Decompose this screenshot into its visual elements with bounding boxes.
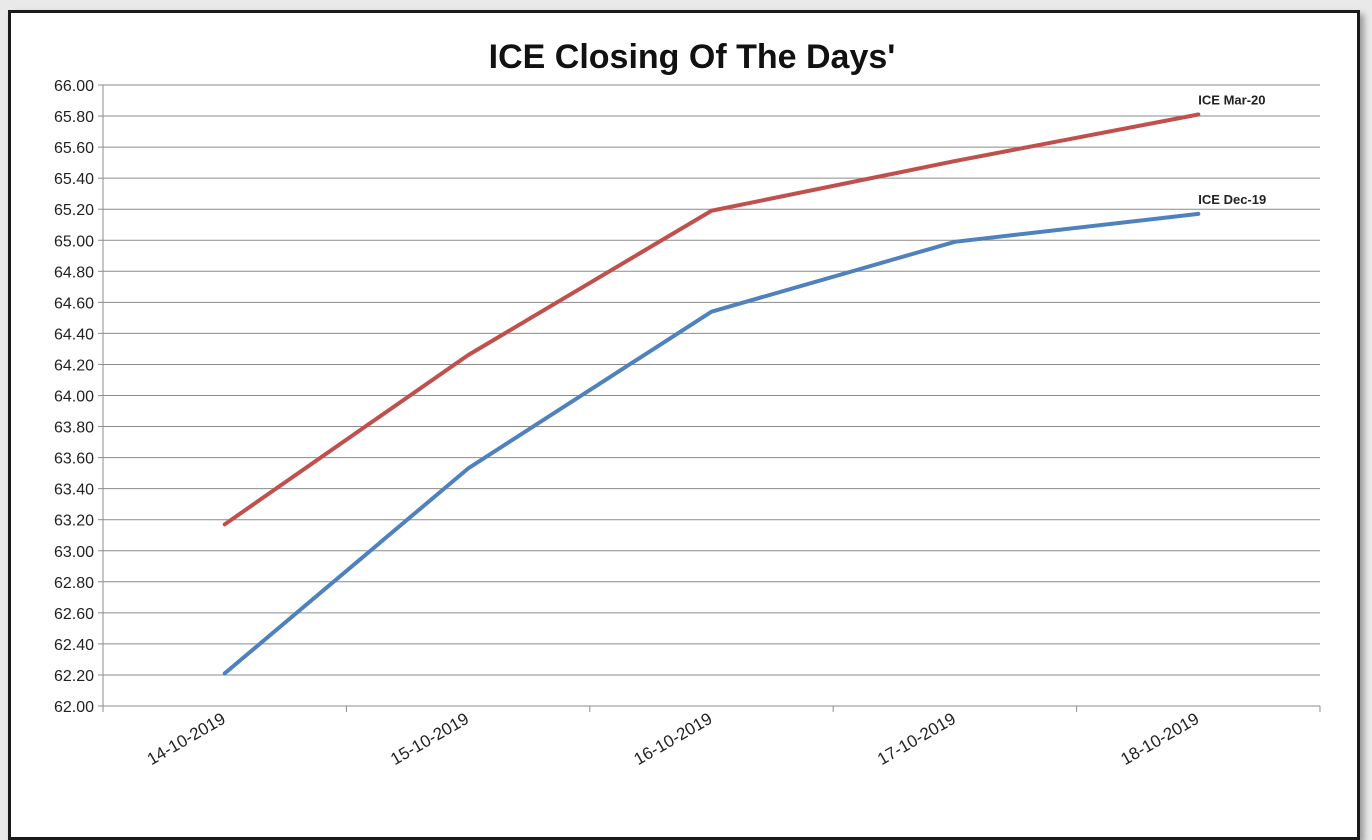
y-tick-label: 64.80 <box>54 264 94 281</box>
y-tick-label: 62.00 <box>54 699 94 716</box>
x-tick-label: 18-10-2019 <box>1117 709 1202 769</box>
y-tick-label: 66.00 <box>54 78 94 95</box>
x-tick-label: 14-10-2019 <box>144 709 229 769</box>
series-line <box>222 112 1201 527</box>
y-tick-label: 64.20 <box>54 357 94 374</box>
y-tick-label: 65.00 <box>54 233 94 250</box>
y-tick-label: 65.20 <box>54 202 94 219</box>
series-line <box>222 211 1201 676</box>
x-tick-label: 15-10-2019 <box>387 709 472 769</box>
chart-area <box>8 10 1360 840</box>
y-tick-label: 65.40 <box>54 171 94 188</box>
y-tick-label: 62.20 <box>54 668 94 685</box>
y-tick-label: 63.20 <box>54 513 94 530</box>
x-tick-label: 16-10-2019 <box>631 709 716 769</box>
y-tick-label: 65.60 <box>54 140 94 157</box>
series-label: ICE Dec-19 <box>1198 192 1266 207</box>
grid-lines <box>103 84 1320 676</box>
chart-title: ICE Closing Of The Days' <box>489 38 896 76</box>
x-axis-ticks: 14-10-2019 15-10-2019 16-10-2019 17-10-2019… <box>102 706 1321 769</box>
y-tick-label: 63.00 <box>54 544 94 561</box>
y-tick-label: 65.80 <box>54 109 94 126</box>
y-tick-label: 64.00 <box>54 389 94 406</box>
y-tick-label: 62.40 <box>54 637 94 654</box>
y-tick-label: 62.60 <box>54 606 94 623</box>
y-tick-label: 62.80 <box>54 575 94 592</box>
chart-frame: ICE Closing Of The Days' 62.00 62.20 62.40… <box>8 10 1360 840</box>
y-tick-label: 63.80 <box>54 420 94 437</box>
y-tick-label: 64.40 <box>54 326 94 343</box>
series-group: ICE Mar-20 ICE Dec-19 <box>222 92 1266 676</box>
y-axis-ticks: 62.00 62.20 62.40 62.60 62.80 63.00 63.20 63.40… <box>54 78 103 716</box>
y-tick-label: 64.60 <box>54 295 94 312</box>
series-label: ICE Mar-20 <box>1198 92 1265 107</box>
line-chart: ICE Closing Of The Days' 62.00 62.20 62.40… <box>54 38 1321 769</box>
y-tick-label: 63.60 <box>54 451 94 468</box>
x-tick-label: 17-10-2019 <box>874 709 959 769</box>
y-tick-label: 63.40 <box>54 482 94 499</box>
